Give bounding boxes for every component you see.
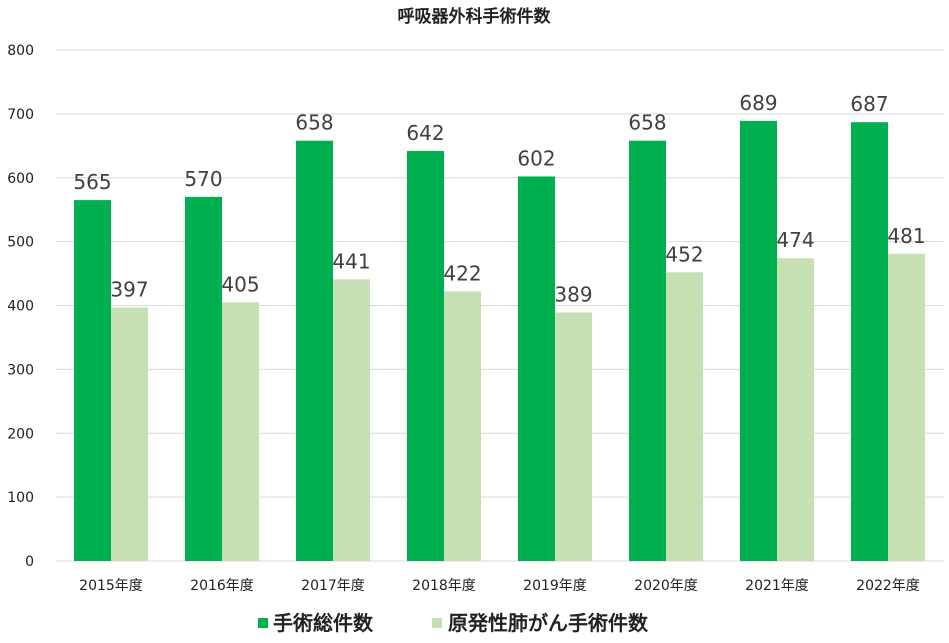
x-tick-label: 2015年度: [79, 578, 143, 594]
legend-label: 原発性肺がん手術件数: [448, 611, 649, 635]
legend-swatch: [432, 618, 442, 628]
data-label: 481: [887, 224, 925, 248]
bars: [74, 120, 925, 562]
bar: [555, 312, 592, 561]
bar: [629, 140, 666, 561]
data-label: 658: [628, 111, 666, 135]
y-tick-label: 0: [25, 554, 34, 570]
bar: [740, 120, 777, 562]
y-axis: 0 100 200 300 400 500 600 700 800: [7, 43, 34, 570]
y-tick-label: 500: [7, 235, 34, 251]
bar: [222, 302, 259, 561]
y-tick-label: 300: [7, 362, 34, 378]
data-label: 422: [443, 261, 481, 285]
data-label: 602: [517, 146, 555, 170]
chart-title: 呼吸器外科手術件数: [398, 6, 552, 27]
data-label: 570: [184, 167, 222, 191]
bar: [185, 196, 222, 561]
bar: [666, 272, 703, 561]
bar: [851, 122, 888, 562]
data-label: 441: [332, 249, 370, 273]
bar: [111, 307, 148, 561]
data-label: 397: [110, 277, 148, 301]
legend-swatch: [258, 618, 268, 628]
legend-label: 手術総件数: [273, 611, 374, 635]
data-labels: 565 397 570 405 658 441 642 422 602 389 658 452 689 4…: [73, 91, 925, 307]
y-tick-label: 400: [7, 299, 34, 315]
bar: [777, 258, 814, 561]
bar: [518, 176, 555, 561]
data-label: 689: [739, 91, 777, 115]
data-label: 474: [776, 228, 814, 252]
data-label: 642: [406, 121, 444, 145]
data-label: 565: [73, 170, 111, 194]
data-label: 687: [850, 92, 888, 116]
bar: [333, 279, 370, 561]
y-tick-label: 200: [7, 426, 34, 442]
x-axis: 2015年度 2016年度 2017年度 2018年度 2019年度 2020年度 2021…: [79, 578, 920, 594]
bar: [888, 253, 925, 562]
bar: [444, 291, 481, 561]
x-tick-label: 2022年度: [856, 578, 920, 594]
x-tick-label: 2018年度: [412, 578, 476, 594]
bar: [296, 140, 333, 561]
x-tick-label: 2021年度: [745, 578, 809, 594]
data-label: 658: [295, 111, 333, 135]
y-tick-label: 100: [7, 490, 34, 506]
legend: 手術総件数 原発性肺がん手術件数: [258, 611, 649, 635]
bar: [407, 150, 444, 562]
y-tick-label: 700: [7, 107, 34, 123]
x-tick-label: 2020年度: [634, 578, 698, 594]
data-label: 452: [665, 242, 703, 266]
data-label: 389: [554, 283, 592, 307]
y-tick-label: 800: [7, 43, 34, 59]
x-tick-label: 2016年度: [190, 578, 254, 594]
x-tick-label: 2017年度: [301, 578, 365, 594]
data-label: 405: [221, 272, 259, 296]
bar: [74, 200, 111, 561]
x-tick-label: 2019年度: [523, 578, 587, 594]
y-tick-label: 600: [7, 171, 34, 187]
